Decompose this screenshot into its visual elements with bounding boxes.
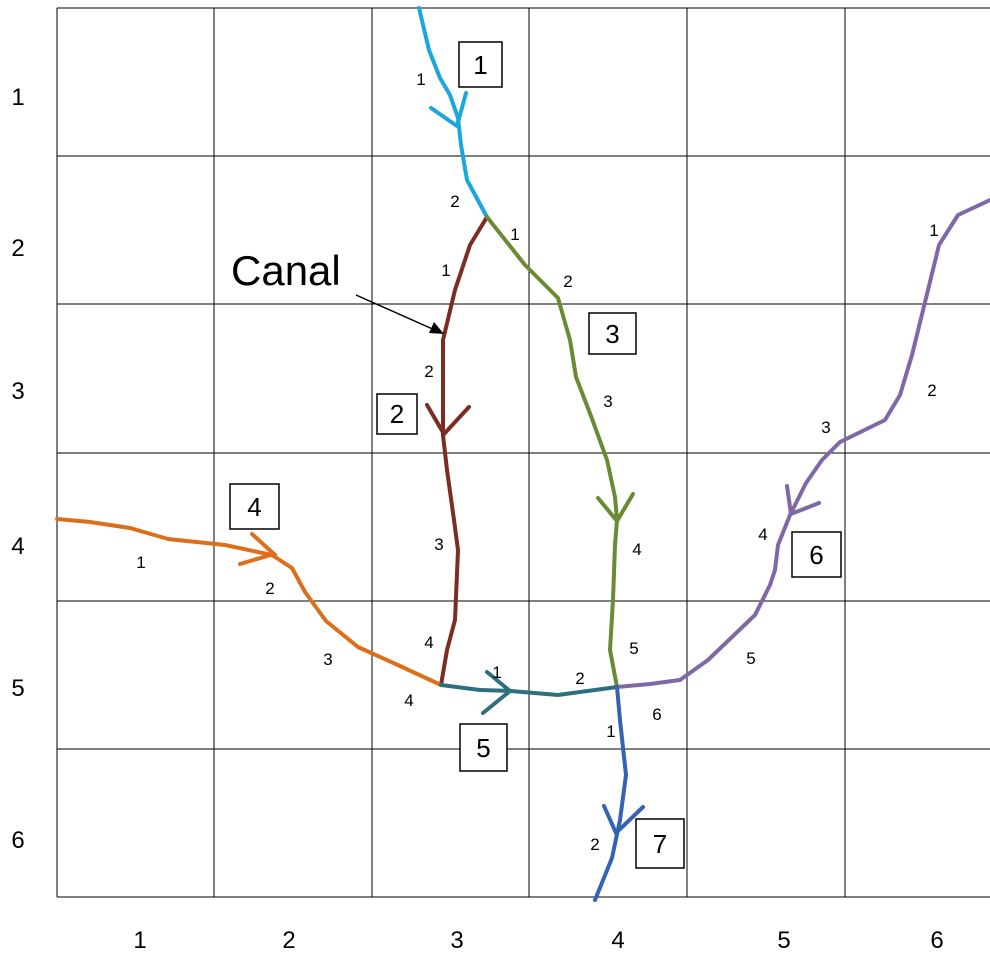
stream-box-3: 3 xyxy=(588,312,637,355)
segment-label: 1 xyxy=(416,70,425,89)
stream-box-frame xyxy=(588,312,637,355)
stream-box-frame xyxy=(635,818,685,869)
grid xyxy=(56,7,990,898)
stream-box-frame xyxy=(791,531,842,578)
segment-label: 3 xyxy=(323,650,332,669)
segment-label: 4 xyxy=(632,540,641,559)
row-label: 1 xyxy=(11,84,24,111)
stream-box-label: 3 xyxy=(605,319,619,349)
segment-label: 3 xyxy=(603,392,612,411)
segment-label: 2 xyxy=(575,669,584,688)
segment-label: 1 xyxy=(136,553,145,572)
stream-3-arrow xyxy=(596,492,635,525)
stream-7-path xyxy=(593,685,628,902)
stream-box-label: 1 xyxy=(473,50,487,80)
stream-7-arrow xyxy=(602,804,645,837)
row-label: 4 xyxy=(11,533,24,560)
col-label: 6 xyxy=(930,927,943,954)
stream-box-2: 2 xyxy=(376,393,418,435)
stream-box-1: 1 xyxy=(458,41,503,88)
stream-box-frame xyxy=(459,723,508,772)
stream-3 xyxy=(485,215,635,689)
col-label: 2 xyxy=(282,927,295,954)
stream-box-label: 6 xyxy=(809,540,823,570)
stream-4-arrow xyxy=(238,532,278,566)
stream-box-6: 6 xyxy=(791,531,842,578)
col-label: 3 xyxy=(450,927,463,954)
segment-label: 2 xyxy=(265,579,274,598)
segment-label: 2 xyxy=(450,192,459,211)
stream-box-5: 5 xyxy=(459,723,508,772)
segment-label: 2 xyxy=(590,835,599,854)
stream-2 xyxy=(425,215,489,687)
canal-pointer-arrowhead xyxy=(429,322,444,334)
stream-box-label: 4 xyxy=(247,492,261,522)
stream-box-7: 7 xyxy=(635,818,685,869)
segment-label: 5 xyxy=(629,639,638,658)
stream-box-label: 7 xyxy=(653,829,667,859)
segment-label: 2 xyxy=(424,362,433,381)
segment-label: 1 xyxy=(510,225,519,244)
segment-label: 2 xyxy=(927,381,936,400)
stream-5 xyxy=(439,670,619,715)
row-label: 2 xyxy=(11,235,24,262)
stream-3-path xyxy=(485,215,619,689)
stream-2-path xyxy=(439,215,489,687)
stream-4 xyxy=(55,517,443,687)
stream-box-label: 2 xyxy=(390,399,404,429)
segment-label: 4 xyxy=(424,633,433,652)
segment-label: 2 xyxy=(563,272,572,291)
stream-2-arrow xyxy=(425,403,471,438)
segment-label: 1 xyxy=(929,221,938,240)
canal-label: Canal xyxy=(231,247,341,294)
segment-label: 3 xyxy=(821,418,830,437)
stream-7 xyxy=(593,685,645,902)
row-label: 3 xyxy=(11,378,24,405)
stream-box-frame xyxy=(376,393,418,435)
segment-label: 1 xyxy=(492,663,501,682)
segment-label: 6 xyxy=(652,705,661,724)
row-label: 5 xyxy=(11,675,24,702)
row-label: 6 xyxy=(11,827,24,854)
stream-4-path xyxy=(55,517,443,687)
canal-pointer-line xyxy=(355,294,438,332)
segment-label: 1 xyxy=(441,261,450,280)
segment-label: 4 xyxy=(758,525,767,544)
segment-label: 5 xyxy=(746,649,755,668)
col-label: 5 xyxy=(777,927,790,954)
col-label: 4 xyxy=(611,927,624,954)
stream-box-frame xyxy=(458,41,503,88)
stream-5-arrow xyxy=(481,670,514,715)
stream-6-path xyxy=(615,198,990,689)
segment-label: 4 xyxy=(404,691,413,710)
segment-label: 3 xyxy=(434,535,443,554)
stream-box-4: 4 xyxy=(229,483,280,530)
stream-1-path xyxy=(417,6,489,219)
stream-box-frame xyxy=(229,483,280,530)
stream-1 xyxy=(417,6,489,219)
stream-box-label: 5 xyxy=(476,733,490,763)
segment-label: 1 xyxy=(606,722,615,741)
col-label: 1 xyxy=(133,927,146,954)
stream-6 xyxy=(615,198,990,689)
canal-callout: Canal xyxy=(231,247,444,334)
stream-6-arrow xyxy=(785,484,821,517)
stream-1-arrow xyxy=(429,91,468,130)
